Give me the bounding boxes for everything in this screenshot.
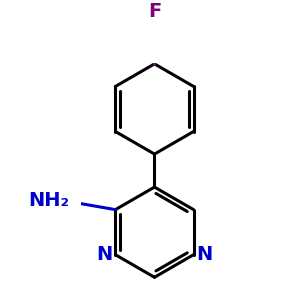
Text: N: N <box>97 245 113 264</box>
Text: N: N <box>196 245 212 264</box>
Text: NH₂: NH₂ <box>28 191 69 210</box>
Text: F: F <box>148 2 161 21</box>
